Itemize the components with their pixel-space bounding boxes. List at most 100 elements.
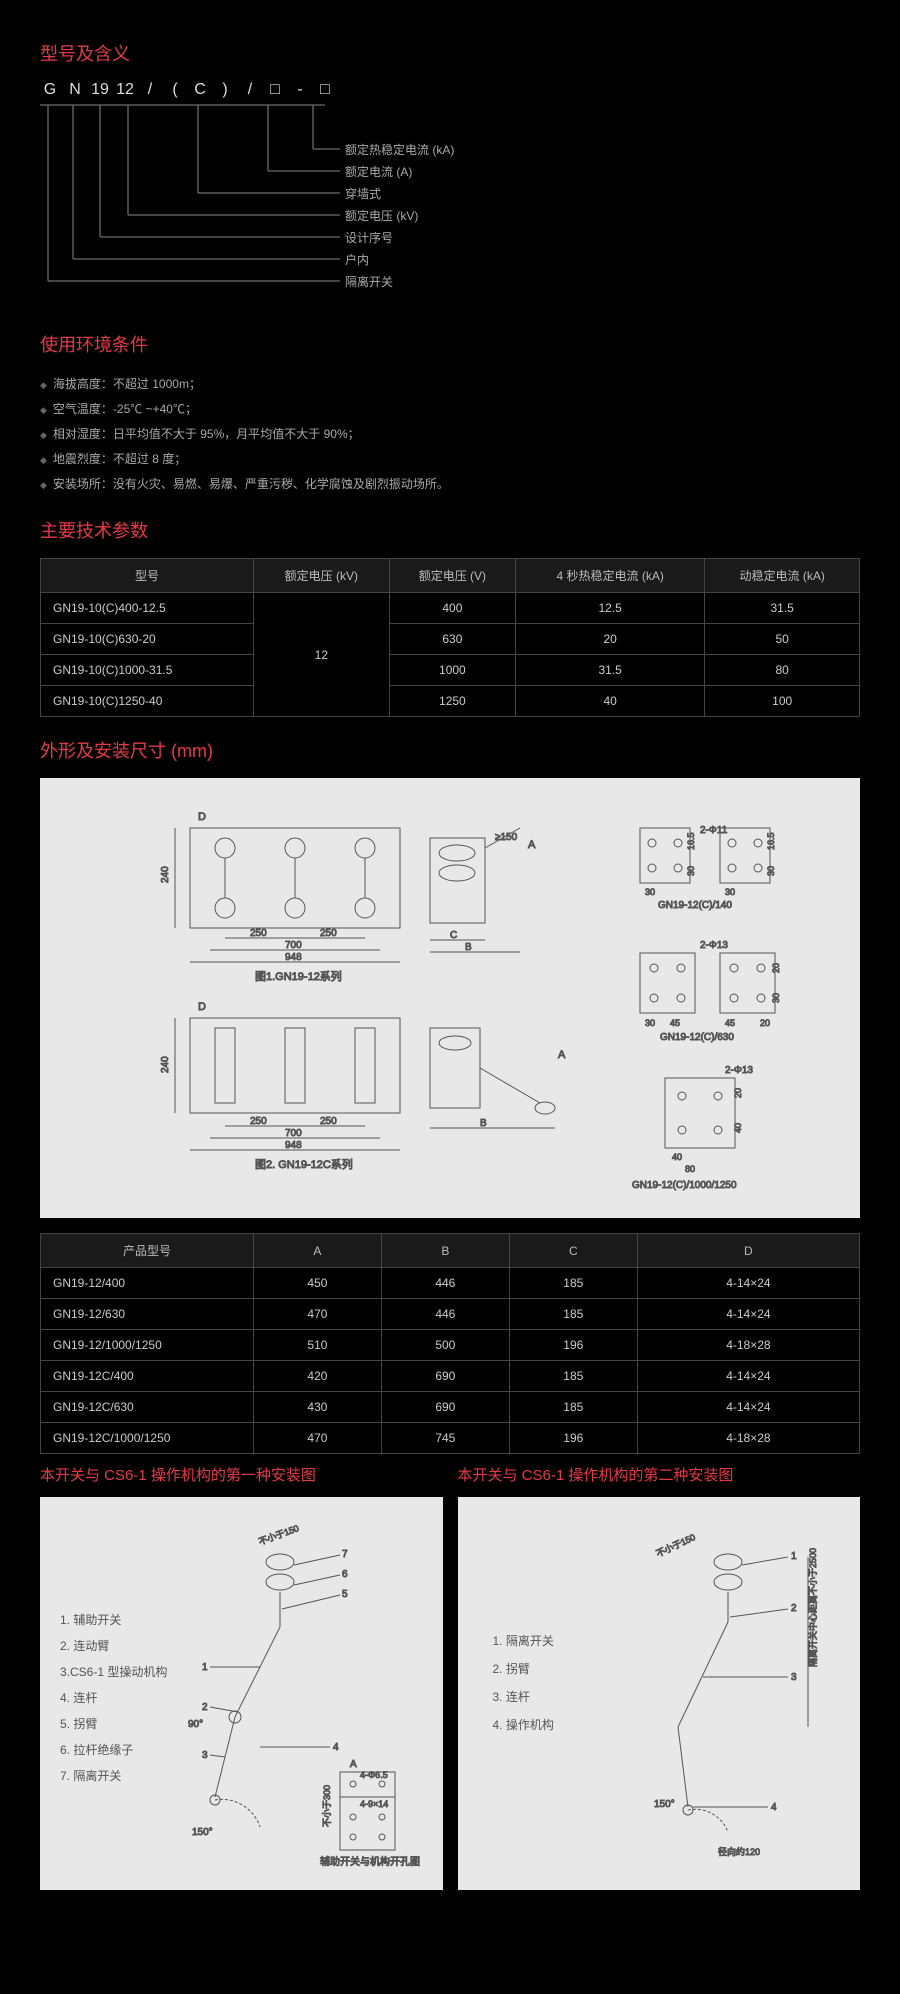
th: D xyxy=(637,1234,859,1268)
svg-text:30: 30 xyxy=(771,993,781,1003)
td: 20 xyxy=(516,624,705,655)
th: 型号 xyxy=(41,559,254,593)
svg-text:30: 30 xyxy=(766,866,776,876)
svg-text:2-Φ11: 2-Φ11 xyxy=(700,825,728,836)
svg-text:20: 20 xyxy=(733,1088,743,1098)
td: 185 xyxy=(509,1361,637,1392)
svg-text:2-Φ13: 2-Φ13 xyxy=(700,940,728,951)
td: GN19-12C/400 xyxy=(41,1361,254,1392)
svg-text:不小于300: 不小于300 xyxy=(322,1785,332,1827)
svg-text:D: D xyxy=(198,1001,206,1013)
svg-text:不小于150: 不小于150 xyxy=(257,1523,300,1547)
svg-text:7: 7 xyxy=(342,1549,348,1560)
table-row: GN19-10(C)630-20 630 20 50 xyxy=(41,624,860,655)
table-row: GN19-10(C)1250-40 1250 40 100 xyxy=(41,686,860,717)
model-label: 额定电流 (A) xyxy=(345,161,454,183)
th: 额定电压 (kV) xyxy=(253,559,389,593)
td: 450 xyxy=(253,1268,381,1299)
install-legend-2: 1. 隔离开关 2. 拐臂 3. 连杆 4. 操作机构 xyxy=(493,1627,554,1739)
td: 4-14×24 xyxy=(637,1392,859,1423)
legend-item: 5. 拐臂 xyxy=(60,1711,167,1737)
model-label: 穿墙式 xyxy=(345,183,454,205)
condition-item: 安装场所：没有火灾、易燃、易爆、严重污秽、化学腐蚀及剧烈振动场所。 xyxy=(40,472,860,497)
legend-item: 4. 操作机构 xyxy=(493,1711,554,1739)
td: 4-14×24 xyxy=(637,1361,859,1392)
legend-item: 2. 拐臂 xyxy=(493,1655,554,1683)
td: 446 xyxy=(381,1299,509,1330)
svg-text:2-Φ13: 2-Φ13 xyxy=(725,1065,753,1076)
svg-text:45: 45 xyxy=(725,1018,735,1028)
td: 690 xyxy=(381,1361,509,1392)
table-row: GN19-12C/1000/12504707451964-18×28 xyxy=(41,1423,860,1454)
svg-text:辅助开关与机构开孔图: 辅助开关与机构开孔图 xyxy=(320,1855,420,1867)
td: 630 xyxy=(389,624,515,655)
td: 196 xyxy=(509,1330,637,1361)
td: 12.5 xyxy=(516,593,705,624)
td: 50 xyxy=(705,624,860,655)
td: 470 xyxy=(253,1299,381,1330)
install-legend-1: 1. 辅助开关 2. 连动臂 3.CS6-1 型操动机构 4. 连杆 5. 拐臂… xyxy=(60,1607,167,1789)
dimensions-table: 产品型号 A B C D GN19-12/4004504461854-14×24… xyxy=(40,1233,860,1454)
svg-text:径向约120: 径向约120 xyxy=(718,1846,760,1857)
legend-item: 4. 连杆 xyxy=(60,1685,167,1711)
model-label: 隔离开关 xyxy=(345,271,454,293)
th: 额定电压 (V) xyxy=(389,559,515,593)
svg-text:4: 4 xyxy=(333,1742,339,1753)
svg-text:A: A xyxy=(350,1759,357,1770)
td: 4-14×24 xyxy=(637,1268,859,1299)
model-label: 额定电压 (kV) xyxy=(345,205,454,227)
svg-text:700: 700 xyxy=(285,1128,302,1139)
legend-item: 2. 连动臂 xyxy=(60,1633,167,1659)
svg-text:45: 45 xyxy=(670,1018,680,1028)
svg-text:80: 80 xyxy=(685,1164,695,1174)
svg-text:90°: 90° xyxy=(188,1719,203,1730)
svg-text:250: 250 xyxy=(320,928,337,939)
install-title-2: 本开关与 CS6-1 操作机构的第二种安装图 xyxy=(458,1464,861,1485)
conditions-list: 海拔高度：不超过 1000m； 空气温度：-25℃ ~+40℃； 相对湿度：日平… xyxy=(40,372,860,497)
section3-title: 主要技术参数 xyxy=(40,517,860,543)
svg-text:图2. GN19-12C系列: 图2. GN19-12C系列 xyxy=(255,1157,353,1171)
svg-text:250: 250 xyxy=(250,1116,267,1127)
td: 4-18×28 xyxy=(637,1330,859,1361)
condition-item: 相对湿度：日平均值不大于 95%，月平均值不大于 90%； xyxy=(40,422,860,447)
svg-text:5: 5 xyxy=(342,1589,348,1600)
td: 1000 xyxy=(389,655,515,686)
td: GN19-10(C)1250-40 xyxy=(41,686,254,717)
svg-text:40: 40 xyxy=(672,1152,682,1162)
legend-item: 3. 连杆 xyxy=(493,1683,554,1711)
dimensions-drawing: 240 250 250 700 948 D ≥150 A C B 图1.GN19… xyxy=(60,798,840,1198)
svg-text:图1.GN19-12系列: 图1.GN19-12系列 xyxy=(255,969,342,983)
svg-text:30: 30 xyxy=(725,887,735,897)
svg-text:3: 3 xyxy=(791,1672,797,1683)
td: 185 xyxy=(509,1392,637,1423)
table-row: GN19-10(C)1000-31.5 1000 31.5 80 xyxy=(41,655,860,686)
svg-text:隔离开关中心距离不小于2500: 隔离开关中心距离不小于2500 xyxy=(807,1548,818,1667)
th: B xyxy=(381,1234,509,1268)
td: 420 xyxy=(253,1361,381,1392)
svg-text:B: B xyxy=(465,942,472,953)
td: GN19-12/400 xyxy=(41,1268,254,1299)
svg-text:C: C xyxy=(450,930,457,941)
svg-text:D: D xyxy=(198,811,206,823)
td: GN19-10(C)630-20 xyxy=(41,624,254,655)
td: 4-18×28 xyxy=(637,1423,859,1454)
svg-text:4-Φ6.5: 4-Φ6.5 xyxy=(360,1770,388,1780)
install-title-1: 本开关与 CS6-1 操作机构的第一种安装图 xyxy=(40,1464,443,1485)
legend-item: 7. 隔离开关 xyxy=(60,1763,167,1789)
svg-text:240: 240 xyxy=(160,1056,171,1073)
td: 40 xyxy=(516,686,705,717)
legend-item: 1. 隔离开关 xyxy=(493,1627,554,1655)
td: 80 xyxy=(705,655,860,686)
model-lines-svg xyxy=(40,81,350,301)
table-row: GN19-12/4004504461854-14×24 xyxy=(41,1268,860,1299)
svg-text:150°: 150° xyxy=(192,1827,213,1838)
td: 185 xyxy=(509,1299,637,1330)
svg-text:16.5: 16.5 xyxy=(686,832,696,850)
svg-text:40: 40 xyxy=(733,1123,743,1133)
td: 446 xyxy=(381,1268,509,1299)
td: GN19-12/630 xyxy=(41,1299,254,1330)
td: 510 xyxy=(253,1330,381,1361)
model-label: 户内 xyxy=(345,249,454,271)
table-row: GN19-12/6304704461854-14×24 xyxy=(41,1299,860,1330)
legend-item: 1. 辅助开关 xyxy=(60,1607,167,1633)
